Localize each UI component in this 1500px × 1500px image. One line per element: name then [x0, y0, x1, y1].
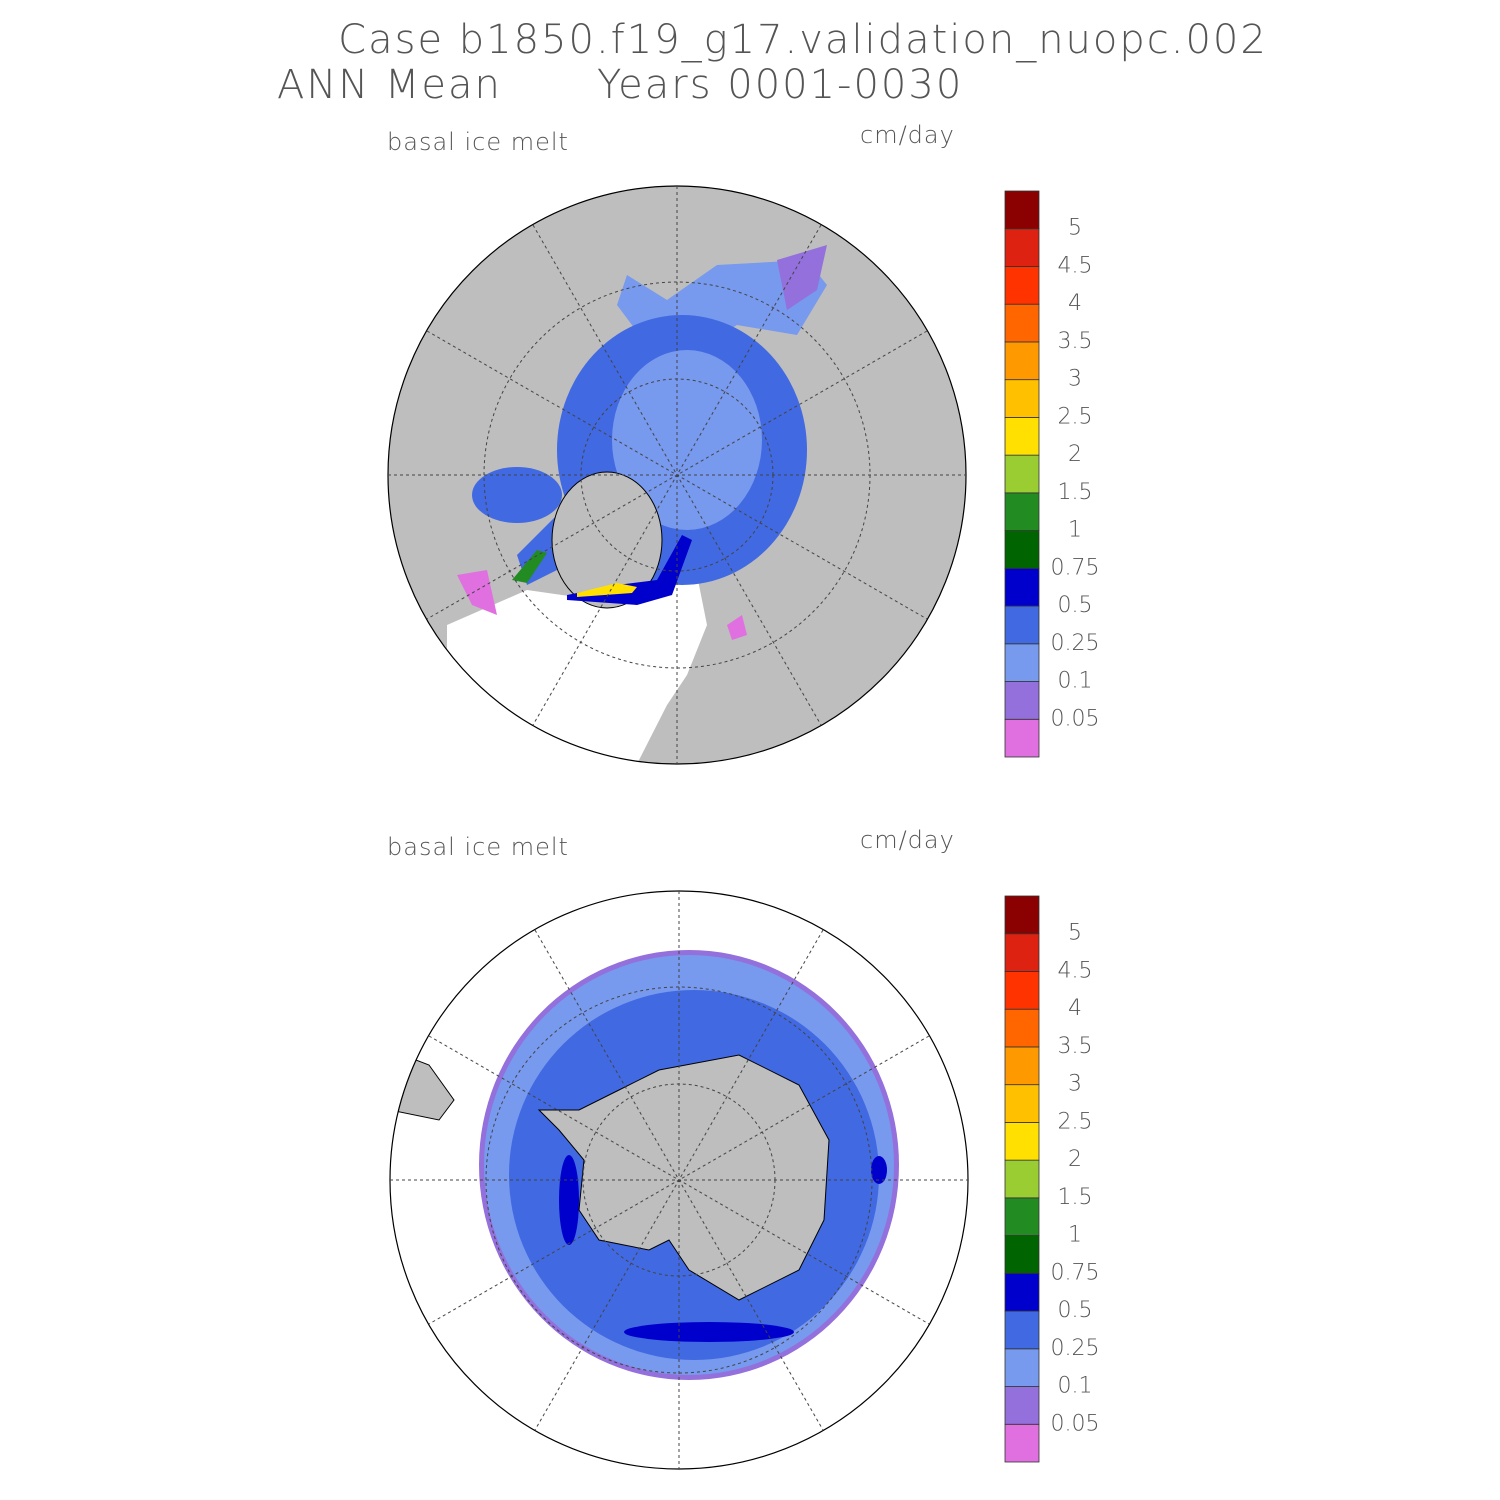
colorbar-label: 4 [1068, 291, 1082, 316]
title: Case b1850.f19_g17.validation_nuopc.002 [338, 17, 1268, 63]
subtitle-right: Years 0001-0030 [597, 62, 963, 108]
colorbar-box [1004, 341, 1040, 381]
colorbar-box [1004, 530, 1040, 569]
colorbar-label: 1.5 [1058, 1185, 1093, 1210]
colorbar-label: 2.5 [1058, 1109, 1093, 1134]
panel-label: basal ice melt [387, 833, 569, 861]
colorbar-label: 0.5 [1058, 1298, 1093, 1323]
colorbar-label: 0.25 [1051, 1336, 1100, 1361]
colorbar-box [1004, 492, 1040, 532]
colorbar-box [1004, 1348, 1040, 1387]
colorbar-box [1004, 454, 1040, 494]
graticule [388, 186, 966, 764]
east-greenland-high [577, 583, 637, 597]
colorbar-box [1004, 1122, 1040, 1161]
subtitle-left: ANN Mean [277, 62, 502, 108]
colorbar-box [1004, 1310, 1040, 1350]
colorbar-label: 2 [1068, 1147, 1082, 1172]
colorbar-label: 4.5 [1058, 958, 1093, 983]
colorbar-label: 2.5 [1058, 404, 1093, 429]
colorbar-label: 0.1 [1058, 669, 1093, 694]
colorbar-box [1004, 379, 1040, 418]
colorbar-label: 5 [1068, 921, 1082, 946]
units-label: cm/day [860, 121, 955, 149]
graticule [390, 891, 968, 1469]
colorbar-box [1004, 1386, 1040, 1425]
colorbar-box [1004, 1423, 1040, 1463]
colorbar-label: 3.5 [1058, 329, 1093, 354]
colorbar-box [1004, 971, 1040, 1010]
colorbar-box [1004, 303, 1040, 343]
colorbar-label: 0.75 [1051, 1260, 1100, 1285]
colorbar-box [1004, 1046, 1040, 1086]
colorbar-label: 0.75 [1051, 555, 1100, 580]
arctic-ice-inner [612, 350, 762, 530]
colorbar-label: 1.5 [1058, 480, 1093, 505]
colorbar-box [1004, 1159, 1040, 1199]
colorbar-box [1004, 605, 1040, 645]
units-label: cm/day [860, 826, 955, 854]
panel-label: basal ice melt [387, 128, 569, 156]
colorbar-label: 1 [1068, 1223, 1082, 1248]
colorbar-box [1004, 681, 1040, 720]
colorbar-label: 0.5 [1058, 593, 1093, 618]
colorbar-label: 1 [1068, 518, 1082, 543]
colorbar-label: 3 [1068, 1072, 1082, 1097]
colorbar-box [1004, 1197, 1040, 1237]
colorbar-label: 4 [1068, 996, 1082, 1021]
colorbar-box [1004, 1272, 1040, 1312]
colorbar-label: 0.1 [1058, 1374, 1093, 1399]
baltic-ice [727, 615, 747, 640]
colorbar-label: 3 [1068, 367, 1082, 392]
south-map [389, 890, 969, 1470]
colorbar-box [1004, 1235, 1040, 1274]
gulf-ice [457, 570, 497, 615]
colorbar-box [1004, 643, 1040, 682]
colorbar-box [1004, 266, 1040, 305]
labrador-melt [512, 550, 547, 583]
colorbar-box [1004, 895, 1040, 935]
colorbar-box [1004, 228, 1040, 267]
colorbar-label: 0.25 [1051, 631, 1100, 656]
east-greenland-melt [567, 535, 692, 605]
colorbar-label: 2 [1068, 442, 1082, 467]
colorbar-box [1004, 1008, 1040, 1048]
colorbar-box [1004, 718, 1040, 758]
colorbar-label: 0.05 [1051, 1411, 1100, 1436]
ross-melt [624, 1322, 794, 1342]
colorbar-label: 0.05 [1051, 706, 1100, 731]
east-melt [871, 1156, 887, 1184]
colorbar-label: 5 [1068, 216, 1082, 241]
okhotsk-ice [777, 245, 827, 310]
colorbar-box [1004, 933, 1040, 972]
colorbar-label: 3.5 [1058, 1034, 1093, 1059]
colorbar-label: 4.5 [1058, 253, 1093, 278]
north-map [387, 185, 967, 765]
colorbar-box [1004, 190, 1040, 230]
colorbar-box [1004, 567, 1040, 607]
colorbar-box [1004, 416, 1040, 456]
weddell-melt [559, 1155, 579, 1245]
hudson-ice [472, 467, 562, 523]
colorbar-box [1004, 1084, 1040, 1123]
